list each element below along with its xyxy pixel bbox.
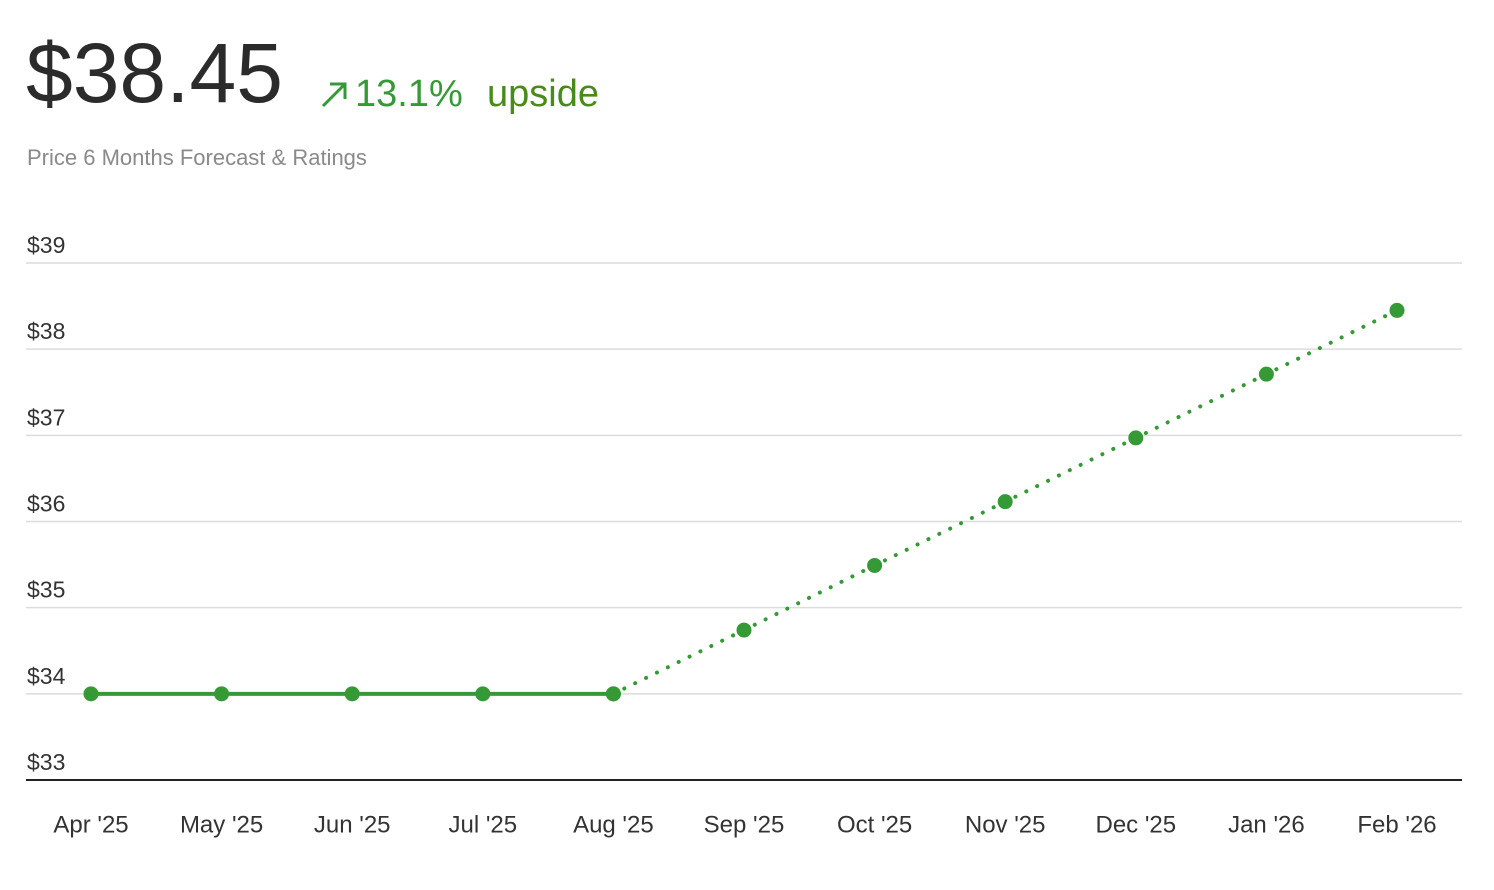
x-tick-label: May '25 — [180, 811, 263, 838]
up-arrow-icon — [321, 82, 347, 108]
change: 13.1% — [355, 73, 463, 115]
subtitle: Price 6 Months Forecast & Ratings — [27, 145, 367, 170]
data-point — [1258, 366, 1274, 382]
x-tick-label: Dec '25 — [1095, 811, 1176, 838]
x-tick-label: Aug '25 — [573, 811, 654, 838]
data-point — [1389, 302, 1405, 318]
data-point — [344, 686, 360, 702]
x-tick-label: Oct '25 — [837, 811, 912, 838]
data-point — [997, 494, 1013, 510]
data-point — [605, 686, 621, 702]
x-tick-label: Jul '25 — [448, 811, 517, 838]
x-tick-label: Sep '25 — [704, 811, 785, 838]
x-tick-label: Feb '26 — [1357, 811, 1436, 838]
y-tick-label: $35 — [27, 577, 65, 603]
data-point — [1128, 430, 1144, 446]
x-tick-label: Apr '25 — [53, 811, 128, 838]
price: $38.45 — [26, 26, 283, 120]
data-point — [736, 622, 752, 638]
data-point — [83, 686, 99, 702]
y-tick-label: $34 — [27, 663, 66, 689]
y-tick-label: $38 — [27, 318, 65, 344]
y-tick-label: $39 — [27, 232, 65, 258]
data-point — [214, 686, 230, 702]
data-point — [475, 686, 491, 702]
x-tick-label: Nov '25 — [965, 811, 1046, 838]
data-point — [867, 557, 883, 573]
y-tick-label: $36 — [27, 491, 65, 517]
y-tick-label: $33 — [27, 749, 65, 775]
x-tick-label: Jun '25 — [314, 811, 391, 838]
y-tick-label: $37 — [27, 404, 65, 430]
x-tick-label: Jan '26 — [1228, 811, 1305, 838]
upside-label: upside — [487, 73, 599, 115]
